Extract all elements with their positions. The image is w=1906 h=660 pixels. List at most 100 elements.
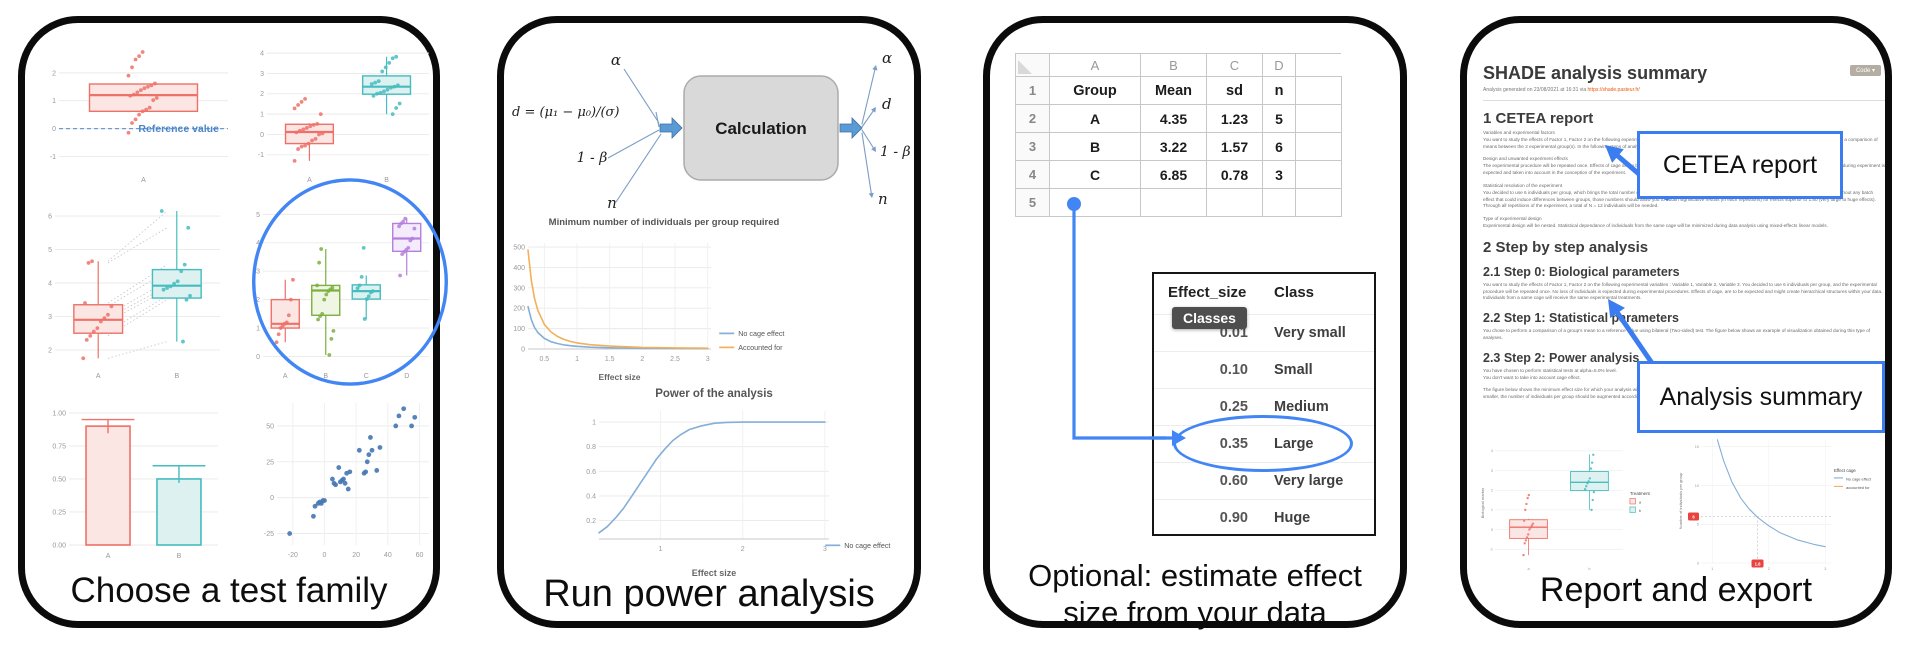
label: B	[177, 553, 182, 560]
arrow-head	[872, 65, 878, 71]
sheet-cell[interactable]: 4.35	[1140, 104, 1207, 133]
data-point	[135, 90, 140, 95]
sheet-cell[interactable]: 0.78	[1206, 160, 1263, 189]
sheet-cell[interactable]: Group	[1049, 76, 1141, 105]
effect-size-table: Effect_size Class 0.01 Very small 0.10 Small 0…	[1152, 272, 1376, 536]
data-point	[188, 293, 192, 298]
sheet-col-header[interactable]: A	[1049, 53, 1141, 77]
sheet-cell[interactable]: sd	[1206, 76, 1263, 105]
sheet-row-number[interactable]: 3	[1015, 132, 1050, 161]
data-point	[1588, 477, 1591, 480]
data-point	[312, 503, 318, 509]
sheet-cell[interactable]: n	[1262, 76, 1296, 105]
data-point	[327, 353, 332, 357]
arrow-head	[871, 107, 876, 113]
effect-size-header: Effect_size	[1168, 284, 1247, 301]
data-point	[172, 281, 177, 286]
min-individuals-chart: 0 100 200 300 400 500 0.5 1 1.5 2 2.5 3 Minimum numb…	[513, 217, 784, 382]
data-point	[401, 219, 406, 224]
label: 0.6	[586, 469, 596, 476]
callout-cetea-report: CETEA report	[1637, 131, 1843, 199]
sheet-cell[interactable]: C	[1049, 160, 1141, 189]
data-point	[179, 269, 184, 274]
sheet-cell[interactable]	[1295, 132, 1342, 161]
data-point	[368, 435, 373, 440]
report-document: SHADE analysis summary Code ▾ Analysis g…	[1483, 63, 1885, 407]
sheet-row-number[interactable]: 4	[1015, 160, 1050, 189]
report-link[interactable]: https://shade.pasteur.fr/	[1587, 87, 1640, 93]
data-point	[168, 284, 173, 289]
sheet-cell[interactable]	[1295, 76, 1342, 105]
data-point	[396, 413, 402, 419]
sheet-cell[interactable]: 3	[1262, 160, 1296, 189]
sheet-cell[interactable]	[1262, 188, 1296, 217]
label: 0.75	[52, 443, 66, 450]
effect-size-value: 0.10	[1219, 362, 1248, 378]
sheet-col-header[interactable]: B	[1140, 53, 1207, 77]
sheet-cell[interactable]: 5	[1262, 104, 1296, 133]
sheet-corner[interactable]	[1015, 53, 1050, 77]
data-point	[390, 112, 395, 117]
sheet-row-number[interactable]: 1	[1015, 76, 1050, 105]
label: B	[174, 373, 179, 380]
label: 6	[1692, 514, 1695, 519]
data-point	[81, 356, 86, 361]
sheet-cell[interactable]: 6	[1262, 132, 1296, 161]
code-button[interactable]: Code ▾	[1849, 65, 1881, 76]
label: d	[882, 95, 892, 113]
spreadsheet[interactable]: A B C D 1 Group Mean sd n 2 A 4.35 1.23 5 3 B 3.22 1.57 6 4…	[1015, 53, 1342, 217]
sheet-col-header[interactable]: C	[1206, 53, 1263, 77]
sheet-cell[interactable]	[1295, 160, 1342, 189]
data-point	[336, 465, 342, 470]
label: 2	[741, 546, 745, 553]
sheet-col-header[interactable]: D	[1262, 53, 1296, 77]
panel-estimate-effect-size: A B C D 1 Group Mean sd n 2 A 4.35 1.23 5 3 B 3.22 1.57 6 4…	[983, 16, 1407, 630]
label: No cage effect	[738, 329, 784, 338]
sheet-cell[interactable]: 1.57	[1206, 132, 1263, 161]
sheet-cell[interactable]	[1206, 188, 1263, 217]
label: 1 - β	[577, 150, 608, 166]
label: 1.8	[1755, 561, 1761, 566]
data-point	[356, 447, 362, 453]
data-point	[304, 126, 309, 130]
input-line	[655, 111, 660, 128]
label: 2	[1768, 567, 1770, 571]
data-point	[137, 54, 141, 59]
sheet-cell[interactable]: B	[1049, 132, 1141, 161]
data-point	[375, 91, 379, 96]
data-point	[369, 82, 374, 86]
label: Calculation	[715, 119, 807, 138]
spreadsheet-table[interactable]: A B C D 1 Group Mean sd n 2 A 4.35 1.23 5 3 B 3.22 1.57 6 4…	[1015, 53, 1342, 217]
data-point	[363, 469, 369, 475]
data-point	[378, 90, 383, 95]
sheet-cell[interactable]	[1295, 104, 1342, 133]
data-point	[284, 320, 289, 325]
data-point	[146, 84, 150, 89]
sheet-cell[interactable]: Mean	[1140, 76, 1207, 105]
data-point	[410, 236, 415, 241]
data-point	[1590, 461, 1594, 464]
data-point	[409, 423, 414, 429]
sheet-row-number[interactable]: 2	[1015, 104, 1050, 133]
sheet-cell[interactable]: 1.23	[1206, 104, 1263, 133]
data-point	[330, 476, 335, 482]
data-point	[182, 262, 187, 267]
label: 1.5	[605, 356, 615, 363]
sheet-cell[interactable]: 3.22	[1140, 132, 1207, 161]
effect-size-row: 0.01 Very small	[1154, 314, 1374, 351]
input-line	[623, 68, 660, 124]
sheet-cell[interactable]: A	[1049, 104, 1141, 133]
sheet-cell[interactable]	[1295, 188, 1342, 217]
label: 15	[1695, 445, 1699, 449]
sheet-cell[interactable]: 6.85	[1140, 160, 1207, 189]
marker-badge	[1688, 512, 1699, 521]
sheet-col-header[interactable]	[1295, 53, 1341, 77]
power-plot: 0.2 0.4 0.6 0.8 1 1 2 3 Power of the analysis Eff…	[586, 388, 890, 578]
sheet-cell[interactable]	[1049, 188, 1141, 217]
data-point	[276, 332, 281, 337]
sheet-row-number[interactable]: 5	[1015, 188, 1050, 217]
report-title: SHADE analysis summary	[1483, 63, 1708, 83]
data-point	[159, 209, 164, 213]
sheet-cell[interactable]	[1140, 188, 1207, 217]
data-point	[294, 130, 299, 135]
